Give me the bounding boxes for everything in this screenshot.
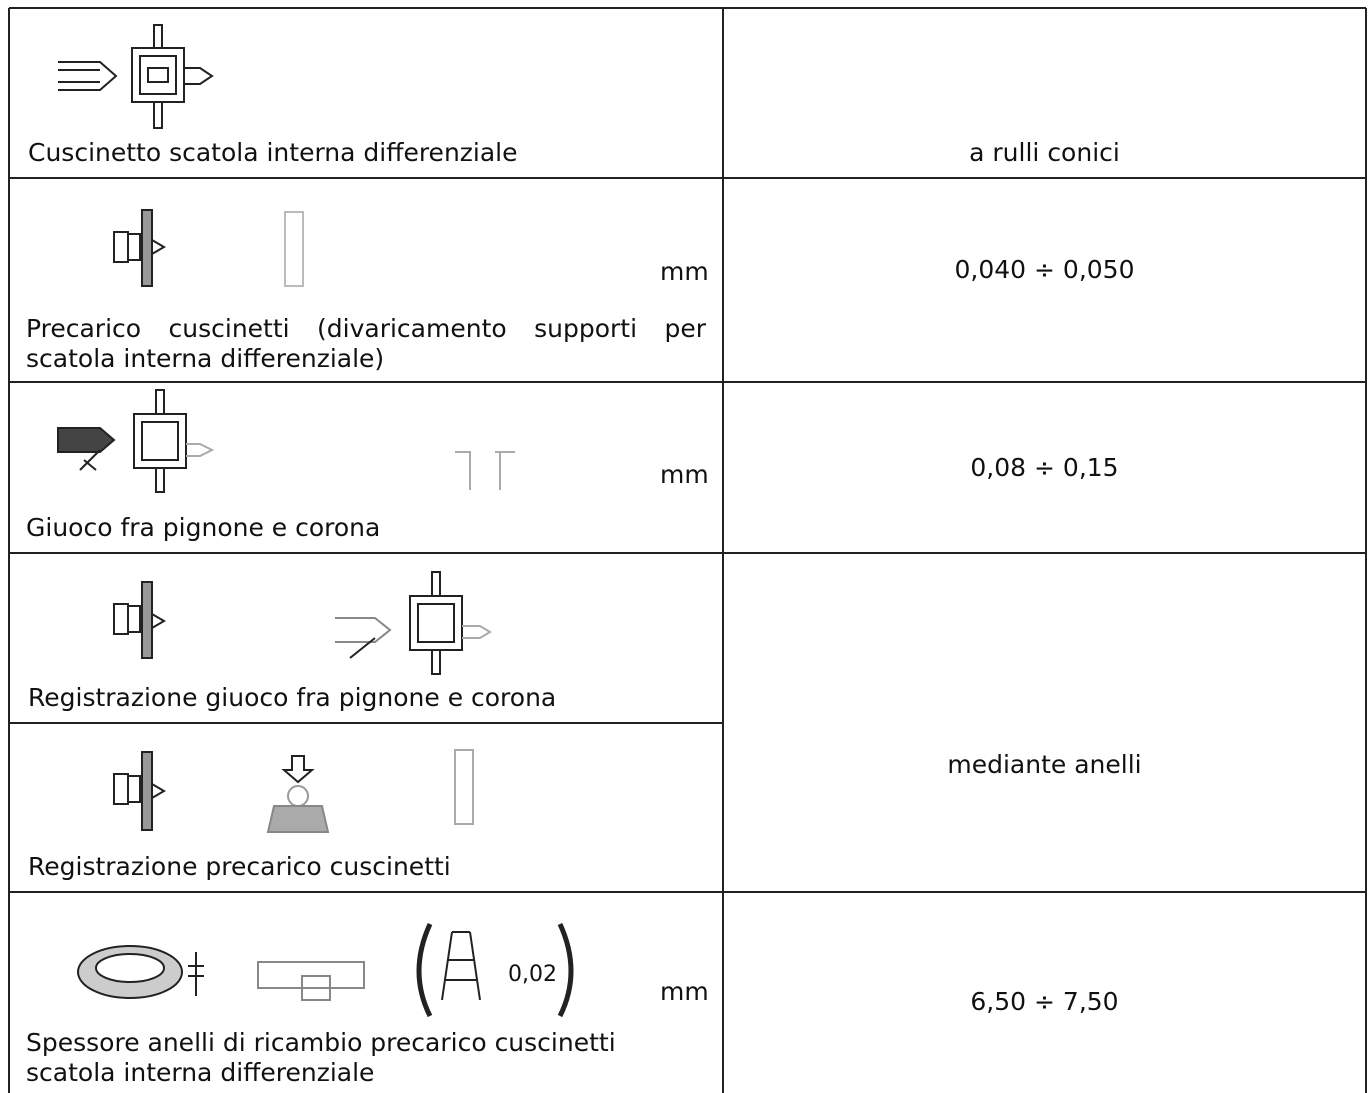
preload-icon xyxy=(113,749,474,833)
row-description: Giuoco fra pignone e corona xyxy=(26,513,381,542)
row-description: Cuscinetto scatola interna differenziale xyxy=(28,138,518,167)
row-description: Registrazione giuoco fra pignone e coron… xyxy=(28,683,557,712)
differential-icon xyxy=(58,24,214,129)
row-value: 0,08 ÷ 0,15 xyxy=(970,453,1119,482)
row-description: Precarico cuscinetti (divaricamento supp… xyxy=(26,314,706,373)
bearing-icon xyxy=(113,209,304,287)
row-value: 6,50 ÷ 7,50 xyxy=(970,987,1119,1016)
ring-icon xyxy=(77,922,574,1018)
row-unit: mm xyxy=(660,257,709,286)
adjust-icon xyxy=(113,571,492,675)
row-unit: mm xyxy=(660,460,709,489)
pinion-icon xyxy=(57,389,515,493)
row-value: 0,040 ÷ 0,050 xyxy=(954,255,1135,284)
row-description: Spessore anelli di ricambio precarico cu… xyxy=(26,1028,616,1087)
step-label: 0,02 xyxy=(508,962,557,987)
row-value: mediante anelli xyxy=(947,750,1142,779)
row-description: Registrazione precarico cuscinetti xyxy=(28,852,451,881)
row-unit: mm xyxy=(660,977,709,1006)
row-value: a rulli conici xyxy=(969,138,1120,167)
